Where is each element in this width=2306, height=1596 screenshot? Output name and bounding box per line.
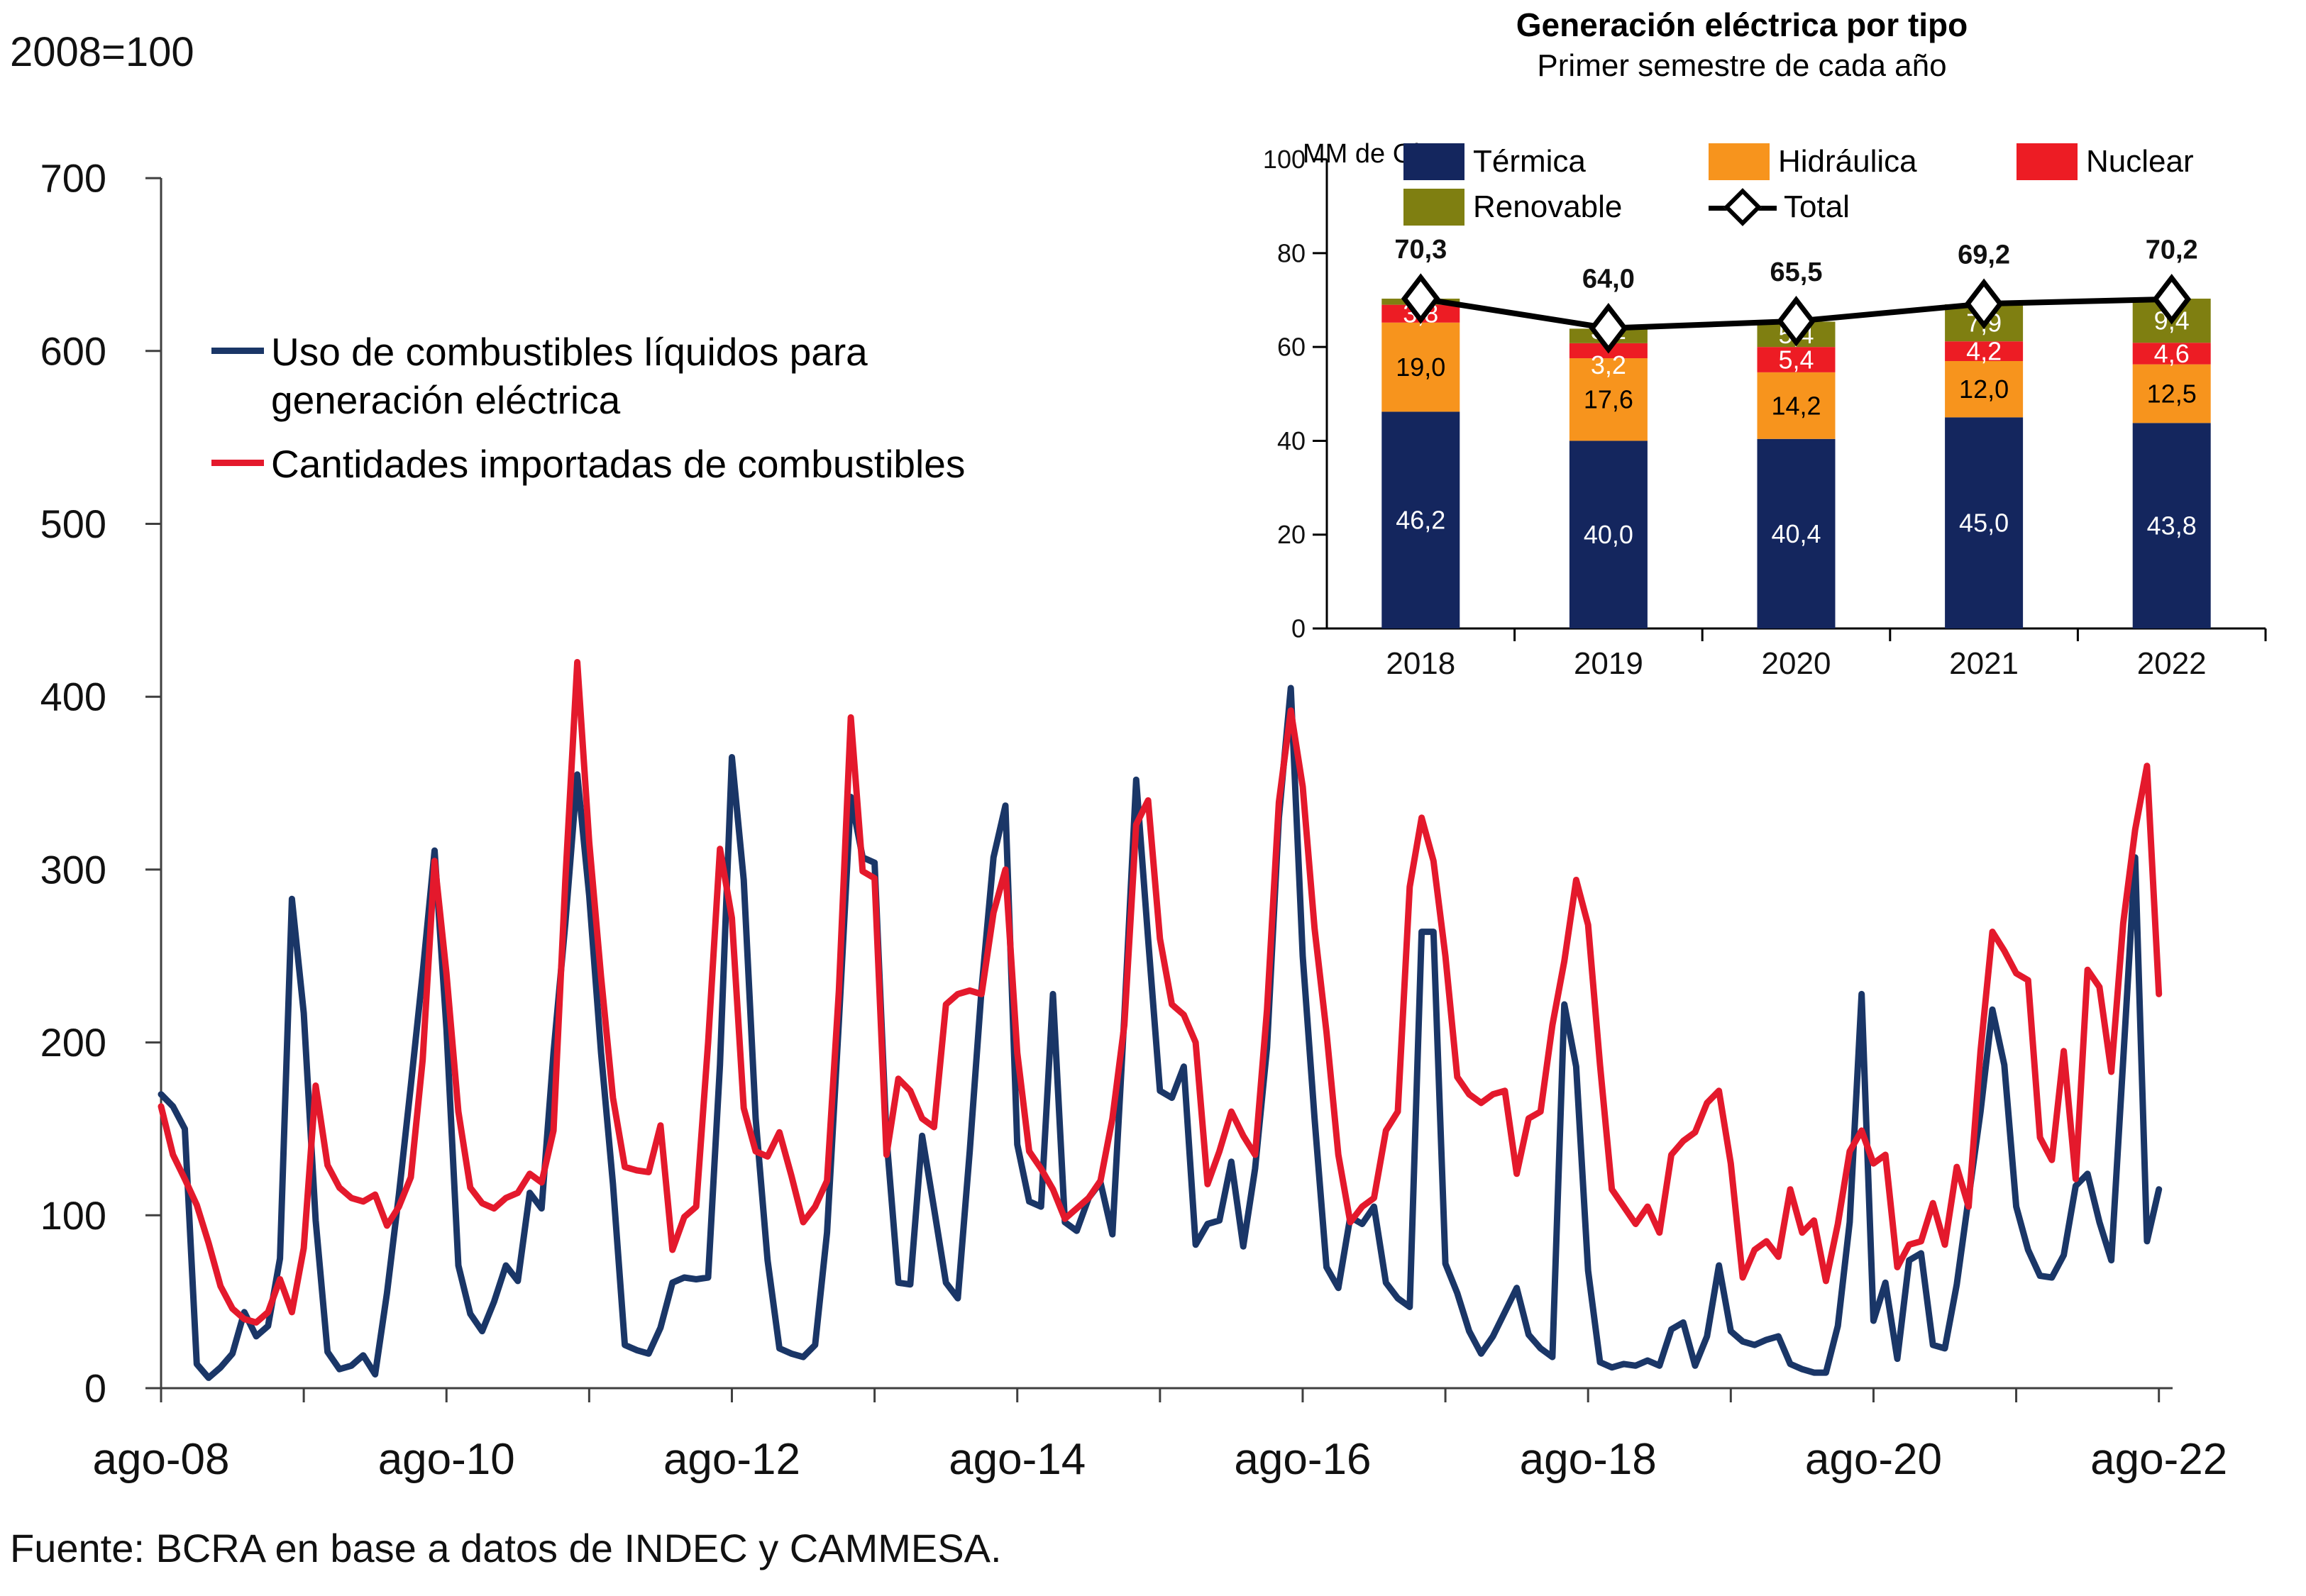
bar-térmica-2018 <box>1381 411 1460 628</box>
total-value-label: 65,5 <box>1770 257 1823 287</box>
nuclear-label: Nuclear <box>2086 144 2194 179</box>
legend-item-liquid-fuels: Uso de combustibles líquidos para genera… <box>211 328 868 424</box>
bar-térmica-2020 <box>1757 438 1836 628</box>
bar-nuclear-2022 <box>2132 343 2211 365</box>
bar-value-label: 19,0 <box>1396 353 1445 382</box>
bar-hidráulica-2022 <box>2132 364 2211 423</box>
bar-value-label: 40,0 <box>1584 520 1633 549</box>
legend-label-line2: generación eléctrica <box>271 378 621 422</box>
total-value-label: 70,2 <box>2146 235 2198 265</box>
bar-value-label: 5,4 <box>1778 345 1814 375</box>
y-tick-label: 0 <box>84 1366 106 1411</box>
imported-fuels-line <box>158 659 2163 1326</box>
total-diamond-marker <box>1964 278 2004 330</box>
inset-y-tick-label: 100 <box>1263 145 1306 174</box>
total-value-label: 69,2 <box>1958 240 2010 270</box>
y-tick-label: 100 <box>40 1193 106 1238</box>
termica-label: Térmica <box>1473 144 1586 179</box>
x-tick-label: ago-18 <box>1520 1435 1657 1484</box>
bar-hidráulica-2021 <box>1945 361 2024 418</box>
legend-label-line1: Uso de combustibles líquidos para <box>271 330 868 374</box>
x-tick-label: ago-16 <box>1234 1435 1371 1484</box>
y-tick-label: 500 <box>40 501 106 546</box>
liquid-fuels-line <box>158 685 2163 1381</box>
termica-swatch <box>1403 143 1464 180</box>
inset-legend-total: Total <box>1709 188 1850 226</box>
bar-value-label: 3,2 <box>1591 350 1626 379</box>
inset-title: Generación eléctrica por tipo <box>1516 6 1968 43</box>
inset-legend-nuclear: Nuclear <box>2017 143 2194 180</box>
inset-y-tick-label: 40 <box>1277 426 1306 455</box>
legend-item-imported-fuels: Cantidades importadas de combustibles <box>211 440 965 488</box>
bar-nuclear-2020 <box>1757 347 1836 372</box>
bar-value-label: 46,2 <box>1396 506 1445 535</box>
bar-value-label: 12,5 <box>2147 379 2197 408</box>
total-label: Total <box>1784 189 1850 224</box>
total-diamond-marker <box>1589 302 1628 354</box>
inset-year-label: 2019 <box>1574 646 1643 681</box>
inset-y-tick-label: 60 <box>1277 333 1306 362</box>
legend-label-imported-fuels: Cantidades importadas de combustibles <box>271 442 966 486</box>
y-tick-label: 200 <box>40 1020 106 1065</box>
hidraulica-label: Hidráulica <box>1778 144 1917 179</box>
total-diamond-marker <box>1777 296 1816 347</box>
bar-hidráulica-2020 <box>1757 372 1836 439</box>
inset-y-tick-label: 80 <box>1277 238 1306 267</box>
bar-hidráulica-2018 <box>1381 322 1460 412</box>
bar-hidráulica-2019 <box>1569 358 1648 441</box>
bar-térmica-2021 <box>1945 417 2024 628</box>
inset-y-tick-label: 0 <box>1291 614 1306 643</box>
total-diamond-marker <box>2152 273 2192 325</box>
bar-value-label: 40,4 <box>1771 519 1821 548</box>
bar-nuclear-2021 <box>1945 341 2024 362</box>
renovable-label: Renovable <box>1473 189 1623 224</box>
inset-y-tick-label: 20 <box>1277 520 1306 549</box>
x-tick-label: ago-22 <box>2090 1435 2227 1484</box>
legend-label-liquid-fuels: Uso de combustibles líquidos para genera… <box>271 328 868 424</box>
nuclear-swatch <box>2017 143 2078 180</box>
bar-value-label: 45,0 <box>1959 509 2009 538</box>
x-tick-label: ago-14 <box>949 1435 1086 1484</box>
total-value-label: 64,0 <box>1582 265 1635 294</box>
bar-value-label: 17,6 <box>1584 385 1633 414</box>
blue-line-swatch <box>211 348 264 354</box>
bar-value-label: 12,0 <box>1959 375 2009 404</box>
bar-value-label: 4,2 <box>1966 337 2002 366</box>
x-tick-label: ago-20 <box>1805 1435 1942 1484</box>
total-diamond-marker <box>1401 273 1440 324</box>
inset-legend-renovable: Renovable <box>1403 189 1622 226</box>
renovable-swatch <box>1403 189 1464 226</box>
inset-subtitle: Primer semestre de cada año <box>1537 48 1947 83</box>
total-line-diamond-icon <box>1709 188 1777 226</box>
inset-legend-hidraulica: Hidráulica <box>1709 143 1917 180</box>
y-tick-label: 700 <box>40 156 106 201</box>
bar-térmica-2022 <box>2132 423 2211 628</box>
y-tick-label: 300 <box>40 847 106 892</box>
x-tick-label: ago-12 <box>663 1435 800 1484</box>
bar-value-label: 43,8 <box>2147 511 2197 541</box>
inset-legend-termica: Térmica <box>1403 143 1586 180</box>
index-base-note: 2008=100 <box>10 29 194 75</box>
bar-value-label: 4,6 <box>2154 339 2190 368</box>
x-tick-label: ago-08 <box>92 1435 229 1484</box>
bar-térmica-2019 <box>1569 440 1648 628</box>
inset-year-label: 2022 <box>2137 646 2207 681</box>
hidraulica-swatch <box>1709 143 1770 180</box>
red-line-swatch <box>211 460 264 466</box>
source-note: Fuente: BCRA en base a datos de INDEC y … <box>10 1526 1002 1570</box>
x-tick-label: ago-10 <box>378 1435 515 1484</box>
total-value-label: 70,3 <box>1394 235 1447 265</box>
inset-year-label: 2018 <box>1386 646 1455 681</box>
inset-year-label: 2020 <box>1762 646 1831 681</box>
y-tick-label: 600 <box>40 328 106 373</box>
bar-value-label: 14,2 <box>1771 391 1821 420</box>
y-tick-label: 400 <box>40 675 106 719</box>
inset-year-label: 2021 <box>1949 646 2019 681</box>
